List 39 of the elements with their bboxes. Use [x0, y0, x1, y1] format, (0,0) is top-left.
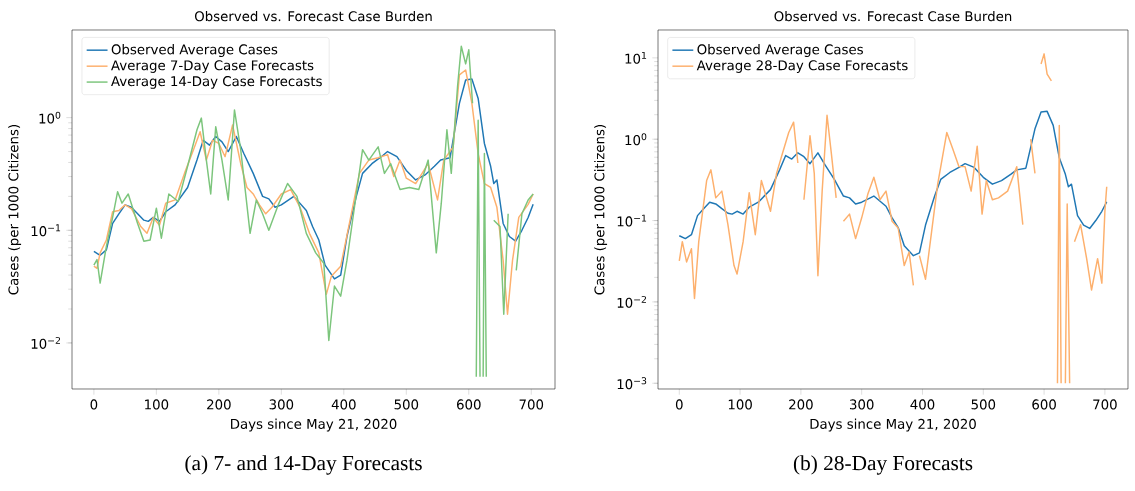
x-tick-label: 500: [394, 399, 419, 410]
y-axis-title: Cases (per 1000 Citizens): [8, 125, 22, 295]
y-tick-label: 10$^{−1}$: [31, 224, 61, 237]
y-tick-label: 10$^{−2}$: [617, 295, 646, 308]
legend-label: Average 7-Day Case Forecasts: [111, 60, 314, 73]
x-tick-label: 700: [519, 399, 544, 410]
x-tick-label: 600: [1032, 399, 1056, 410]
line-series: [93, 78, 534, 280]
y-axis-title: Cases (per 1000 Citizens): [594, 125, 608, 295]
x-tick-label: 500: [971, 399, 996, 410]
y-tick-label: 10$^{1}$: [625, 51, 647, 64]
chart-title: Observed vs. Forecast Case Burden: [774, 10, 1012, 22]
x-tick-label: 300: [269, 399, 294, 410]
x-tick-label: 200: [789, 399, 813, 410]
y-tick-label: 10$^{−1}$: [617, 214, 647, 227]
legend-label: Observed Average Cases: [111, 44, 278, 58]
x-tick-label: 100: [728, 399, 752, 410]
line-series: [678, 110, 1108, 257]
chart-title: Observed vs. Forecast Case Burden: [194, 10, 432, 22]
x-tick-label: 0: [90, 399, 98, 410]
x-tick-label: 700: [1093, 399, 1117, 410]
legend-label: Average 14-Day Case Forecasts: [111, 76, 322, 89]
text: (b) 28-Day Forecasts: [793, 455, 973, 475]
x-tick-label: 400: [910, 399, 935, 410]
x-axis-title: Days since May 21, 2020: [810, 418, 976, 432]
x-tick-label: 400: [331, 399, 356, 410]
x-tick-label: 600: [456, 399, 481, 410]
y-tick-label: 10$^{0}$: [39, 111, 61, 124]
legend-label: Average 28-Day Case Forecasts: [696, 60, 908, 73]
x-tick-label: 200: [207, 399, 231, 410]
x-axis-title: Days since May 21, 2020: [231, 418, 397, 432]
x-tick-label: 300: [849, 399, 874, 410]
x-tick-label: 100: [145, 399, 169, 410]
y-tick-label: 10$^{−3}$: [617, 377, 647, 390]
y-tick-label: 10$^{−2}$: [31, 336, 60, 349]
y-tick-label: 10$^{0}$: [625, 133, 647, 146]
legend-label: Observed Average Cases: [697, 44, 863, 58]
x-tick-label: 0: [675, 399, 683, 410]
text: (a) 7- and 14-Day Forecasts: [185, 455, 422, 475]
